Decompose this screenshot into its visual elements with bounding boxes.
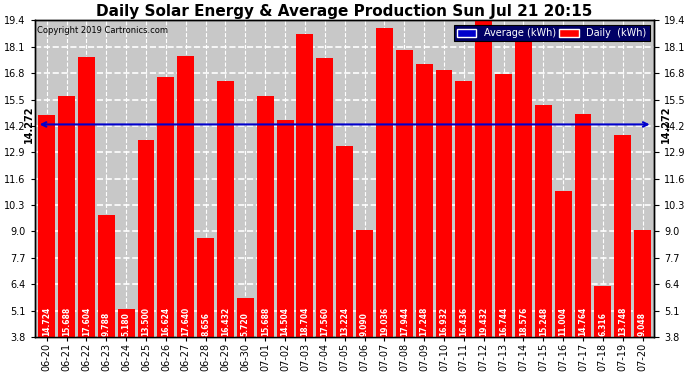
Bar bbox=[316, 58, 333, 337]
Bar bbox=[495, 74, 512, 337]
Bar bbox=[297, 34, 313, 337]
Text: 13.224: 13.224 bbox=[340, 307, 349, 336]
Text: 14.764: 14.764 bbox=[578, 307, 587, 336]
Text: 17.560: 17.560 bbox=[320, 307, 329, 336]
Bar bbox=[78, 57, 95, 337]
Text: 18.576: 18.576 bbox=[519, 307, 528, 336]
Text: 17.248: 17.248 bbox=[420, 307, 428, 336]
Text: 6.316: 6.316 bbox=[598, 312, 607, 336]
Text: 15.688: 15.688 bbox=[62, 307, 71, 336]
Text: 14.272: 14.272 bbox=[661, 106, 671, 143]
Bar bbox=[336, 146, 353, 337]
Bar bbox=[277, 120, 293, 337]
Text: 16.436: 16.436 bbox=[460, 307, 469, 336]
Text: 14.272: 14.272 bbox=[24, 106, 34, 143]
Text: 17.944: 17.944 bbox=[400, 307, 408, 336]
Bar bbox=[475, 20, 492, 337]
Bar bbox=[396, 50, 413, 337]
Bar bbox=[137, 140, 155, 337]
Text: Copyright 2019 Cartronics.com: Copyright 2019 Cartronics.com bbox=[37, 26, 168, 35]
Legend: Average (kWh), Daily  (kWh): Average (kWh), Daily (kWh) bbox=[454, 25, 649, 41]
Bar bbox=[455, 81, 472, 337]
Text: 16.432: 16.432 bbox=[221, 307, 230, 336]
Text: 5.720: 5.720 bbox=[241, 312, 250, 336]
Text: 9.788: 9.788 bbox=[102, 312, 111, 336]
Title: Daily Solar Energy & Average Production Sun Jul 21 20:15: Daily Solar Energy & Average Production … bbox=[97, 4, 593, 19]
Text: 11.004: 11.004 bbox=[559, 307, 568, 336]
Text: 14.724: 14.724 bbox=[42, 307, 51, 336]
Bar bbox=[594, 286, 611, 337]
Text: 5.180: 5.180 bbox=[121, 312, 130, 336]
Bar bbox=[257, 96, 274, 337]
Text: 16.932: 16.932 bbox=[440, 307, 449, 336]
Bar bbox=[197, 238, 214, 337]
Bar bbox=[515, 37, 532, 337]
Text: 19.432: 19.432 bbox=[479, 307, 489, 336]
Text: 13.748: 13.748 bbox=[618, 307, 627, 336]
Text: 15.248: 15.248 bbox=[539, 307, 548, 336]
Text: 17.604: 17.604 bbox=[82, 307, 91, 336]
Bar bbox=[376, 28, 393, 337]
Text: 18.704: 18.704 bbox=[300, 307, 309, 336]
Text: 13.500: 13.500 bbox=[141, 307, 150, 336]
Bar bbox=[157, 77, 175, 337]
Bar bbox=[39, 115, 55, 337]
Bar bbox=[575, 114, 591, 337]
Bar bbox=[217, 81, 234, 337]
Bar bbox=[614, 135, 631, 337]
Text: 17.640: 17.640 bbox=[181, 307, 190, 336]
Bar bbox=[634, 231, 651, 337]
Bar bbox=[555, 191, 571, 337]
Bar bbox=[58, 96, 75, 337]
Text: 14.504: 14.504 bbox=[281, 307, 290, 336]
Text: 15.688: 15.688 bbox=[261, 307, 270, 336]
Text: 16.744: 16.744 bbox=[499, 307, 508, 336]
Text: 8.656: 8.656 bbox=[201, 312, 210, 336]
Bar bbox=[415, 64, 433, 337]
Bar bbox=[98, 216, 115, 337]
Bar bbox=[118, 309, 135, 337]
Text: 19.036: 19.036 bbox=[380, 307, 389, 336]
Bar bbox=[177, 56, 194, 337]
Bar bbox=[356, 230, 373, 337]
Bar bbox=[435, 70, 453, 337]
Text: 9.048: 9.048 bbox=[638, 312, 647, 336]
Bar bbox=[535, 105, 552, 337]
Bar bbox=[237, 298, 254, 337]
Text: 9.090: 9.090 bbox=[360, 312, 369, 336]
Text: 16.624: 16.624 bbox=[161, 307, 170, 336]
